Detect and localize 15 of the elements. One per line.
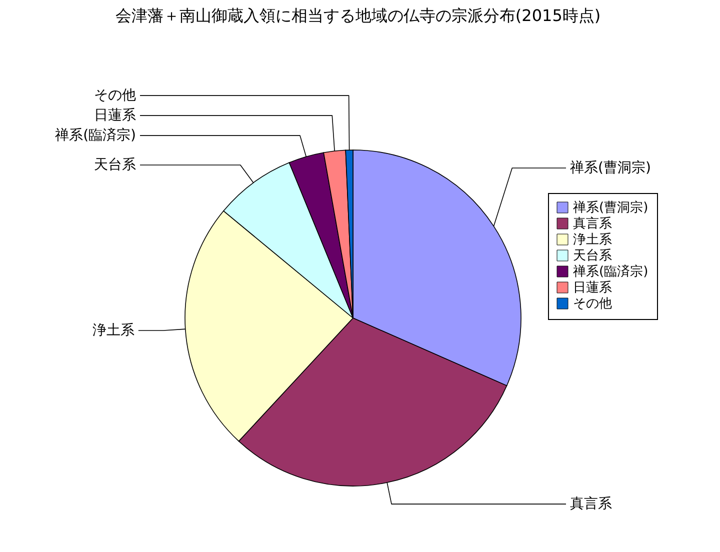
legend-label: 天台系 [573,248,612,264]
legend-label: 日蓮系 [573,280,612,296]
legend-label: 浄土系 [573,232,612,248]
slice-label: 日蓮系 [94,108,136,124]
legend-label: 真言系 [573,216,612,232]
slice-label: 真言系 [570,496,612,512]
legend-label: その他 [573,296,612,312]
slice-label: 天台系 [94,156,136,173]
slice-label: 禅系(曹洞宗) [570,160,651,176]
slice-label: 禅系(臨済宗) [55,128,136,144]
chart-title: 会津藩＋南山御蔵入領に相当する地域の仏寺の宗派分布(2015時点) [115,6,601,25]
slice-label: 浄土系 [92,322,134,339]
legend-label: 禅系(曹洞宗) [573,200,648,216]
legend-label: 禅系(臨済宗) [573,264,648,280]
slice-label: その他 [94,88,136,104]
